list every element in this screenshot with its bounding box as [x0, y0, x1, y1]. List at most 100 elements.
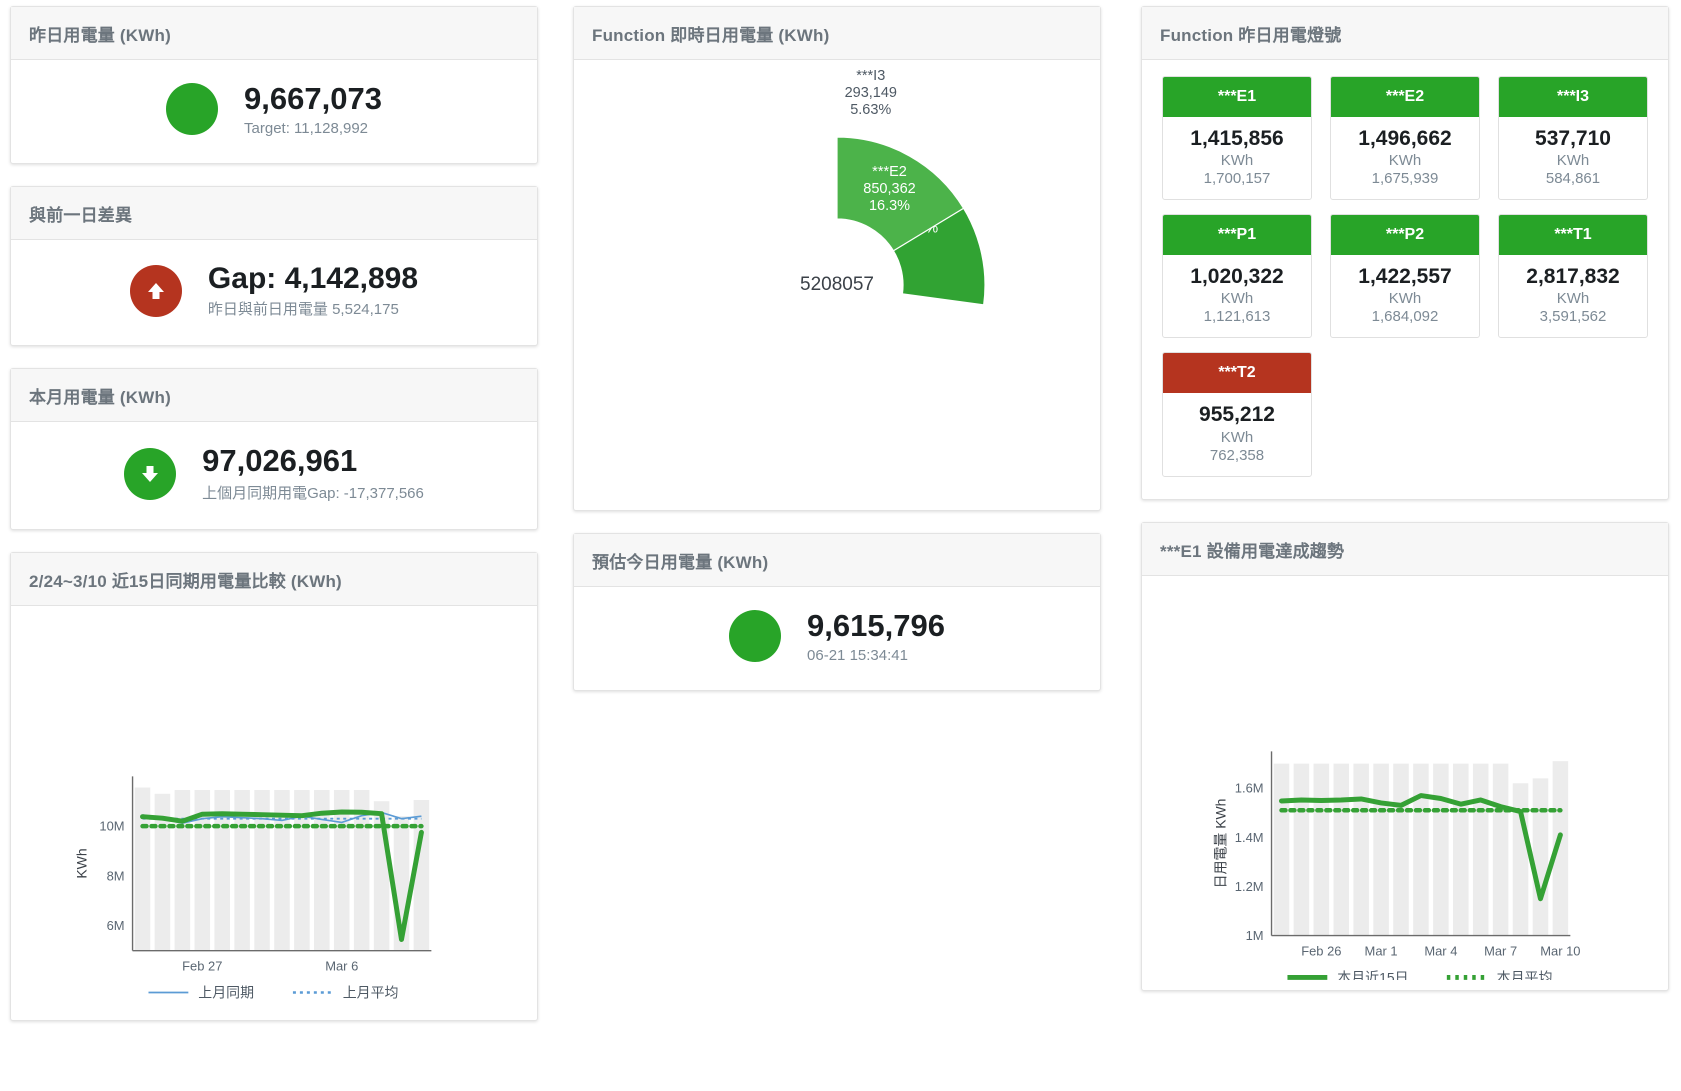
status-tile-body: 1,020,322 KWh 1,121,613: [1163, 255, 1311, 337]
kpi-text: 9,615,796 06-21 15:34:41: [807, 608, 945, 664]
card-compare-chart: 2/24~3/10 近15日同期用電量比較 (KWh) 6M 8M 10M KWh Fe…: [10, 552, 538, 1022]
status-tile-value: 955,212: [1199, 403, 1275, 427]
y-axis-tick-label: 1.2M: [1235, 879, 1264, 894]
status-tile-unit: KWh: [1220, 152, 1254, 170]
status-tile-target: 1,684,092: [1371, 308, 1439, 326]
status-tile[interactable]: ***I3 537,710 KWh 584,861: [1498, 76, 1648, 201]
kpi-timestamp: 06-21 15:34:41: [807, 646, 908, 664]
card-yesterday-consumption: 昨日用電量 (KWh) 9,667,073 Target: 11,128,992: [10, 6, 538, 164]
realtime-donut-chart[interactable]: ***T11,413,18327.1%***I3293,1495.63%***T…: [590, 65, 1084, 505]
y-axis-tick-label: 6M: [107, 918, 125, 933]
y-axis-tick-label: 10M: [99, 819, 124, 834]
target-band: [333, 790, 350, 951]
status-tile-target: 1,675,939: [1371, 170, 1439, 188]
kpi-yesterday: 9,667,073 Target: 11,128,992: [11, 60, 537, 163]
kpi-subtext: 昨日與前日用電量 5,524,175: [207, 301, 399, 319]
middle-column: Function 即時日用電量 (KWh) ***T11,413,18327.1…: [573, 6, 1101, 691]
status-tile-grid: ***E1 1,415,856 KWh 1,700,157 ***E2 1,496,662…: [1142, 60, 1668, 499]
status-tile-body: 2,817,832 KWh 3,591,562: [1499, 255, 1647, 337]
y-axis-tick-label: 1.4M: [1235, 829, 1264, 844]
donut-label-line: 5.63%: [850, 102, 891, 118]
target-band: [274, 790, 290, 951]
target-band: [1273, 763, 1290, 936]
x-axis-tick-label: Mar 1: [1365, 943, 1398, 958]
status-tile[interactable]: ***T2 955,212 KWh 762,358: [1162, 352, 1312, 477]
card-month-consumption: 本月用電量 (KWh) 97,026,961 上個月同期用電Gap: -17,3…: [10, 368, 538, 531]
donut-label-line: ***I3: [856, 68, 885, 84]
arrow-down-icon: [124, 447, 177, 500]
status-tile[interactable]: ***P1 1,020,322 KWh 1,121,613: [1162, 214, 1312, 339]
target-band: [1472, 763, 1489, 936]
target-band: [1433, 763, 1449, 936]
target-band: [194, 790, 211, 951]
target-band: [1353, 763, 1369, 936]
x-axis-tick-label: Mar 4: [1424, 943, 1457, 958]
kpi-difference: Gap: 4,142,898 昨日與前日用電量 5,524,175: [11, 240, 537, 346]
target-band: [314, 790, 330, 951]
y-axis-title: KWh: [74, 848, 90, 878]
donut-container: ***T11,413,18327.1%***I3293,1495.63%***T…: [574, 60, 1100, 510]
status-tile-name: ***P1: [1163, 215, 1311, 256]
status-tile-name: ***I3: [1499, 77, 1647, 117]
target-band: [1393, 763, 1409, 936]
donut-label-line: 850,362: [863, 181, 915, 197]
target-band: [214, 790, 230, 951]
status-tile-name: ***P2: [1331, 215, 1479, 256]
card-title: 昨日用電量 (KWh): [11, 7, 537, 60]
target-band: [1552, 760, 1569, 936]
status-tile-name: ***E1: [1163, 77, 1311, 117]
card-title: 本月用電量 (KWh): [11, 369, 537, 423]
legend-label: 本月平均: [1497, 969, 1553, 980]
card-status-lights: Function 昨日用電燈號 ***E1 1,415,856 KWh 1,700,1…: [1141, 6, 1669, 500]
kpi-subtext: Target: 11,128,992: [244, 119, 369, 137]
card-realtime-donut: Function 即時日用電量 (KWh) ***T11,413,18327.1…: [573, 6, 1101, 511]
target-band: [1413, 763, 1429, 936]
y-axis-tick-label: 1.6M: [1235, 780, 1264, 795]
target-band: [413, 800, 430, 951]
card-title: 2/24~3/10 近15日同期用電量比較 (KWh): [11, 553, 537, 607]
target-band: [1532, 777, 1549, 936]
status-tile[interactable]: ***T1 2,817,832 KWh 3,591,562: [1498, 214, 1648, 339]
kpi-subtext: 上個月同期用電Gap: -17,377,566: [202, 485, 424, 503]
legend-label: 上月同期: [198, 985, 254, 1001]
kpi-month: 97,026,961 上個月同期用電Gap: -17,377,566: [11, 422, 537, 529]
x-axis-tick-label: Mar 7: [1484, 943, 1517, 958]
target-band: [1453, 763, 1469, 936]
status-tile-body: 1,415,856 KWh 1,700,157: [1163, 117, 1311, 199]
y-axis-tick-label: 8M: [107, 868, 125, 883]
status-tile-target: 762,358: [1209, 446, 1265, 464]
kpi-value: Gap: 4,142,898: [207, 261, 419, 295]
status-tile-body: 1,496,662 KWh 1,675,939: [1331, 117, 1479, 199]
status-circle-icon: [166, 83, 219, 136]
kpi-text: 9,667,073 Target: 11,128,992: [244, 81, 382, 137]
x-axis-tick-label: Feb 26: [1301, 943, 1341, 958]
status-tile[interactable]: ***E2 1,496,662 KWh 1,675,939: [1330, 76, 1480, 201]
status-tile[interactable]: ***P2 1,422,557 KWh 1,684,092: [1330, 214, 1480, 339]
kpi-text: 97,026,961 上個月同期用電Gap: -17,377,566: [202, 444, 424, 503]
series-line: [1278, 792, 1563, 901]
x-axis-tick-label: Feb 27: [182, 959, 222, 974]
right-column: Function 昨日用電燈號 ***E1 1,415,856 KWh 1,700,1…: [1141, 6, 1669, 991]
kpi-estimate: 9,615,796 06-21 15:34:41: [574, 587, 1100, 690]
status-circle-icon: [729, 610, 782, 663]
status-tile[interactable]: ***E1 1,415,856 KWh 1,700,157: [1162, 76, 1312, 201]
target-band: [174, 790, 191, 951]
status-tile-unit: KWh: [1556, 152, 1590, 170]
y-axis-tick-label: 1M: [1246, 928, 1264, 943]
target-band: [1293, 763, 1310, 936]
status-tile-unit: KWh: [1220, 290, 1254, 308]
status-tile-target: 3,591,562: [1539, 308, 1607, 326]
kpi-text: Gap: 4,142,898 昨日與前日用電量 5,524,175: [208, 262, 418, 320]
target-band: [1313, 763, 1330, 936]
e1-trend-line-chart[interactable]: 1M 1.2M 1.4M 1.6M 日用電量 KWh Feb 26 Mar 1 Mar 4 Ma…: [1152, 582, 1658, 980]
card-title: ***E1 設備用電達成趨勢: [1142, 522, 1668, 576]
card-day-difference: 與前一日差異 Gap: 4,142,898 昨日與前日用電量 5,524,175: [10, 185, 538, 347]
target-band: [1373, 763, 1389, 936]
card-title: 預估今日用電量 (KWh): [574, 534, 1100, 587]
card-title: Function 昨日用電燈號: [1142, 7, 1668, 60]
donut-slice[interactable]: [836, 136, 965, 252]
